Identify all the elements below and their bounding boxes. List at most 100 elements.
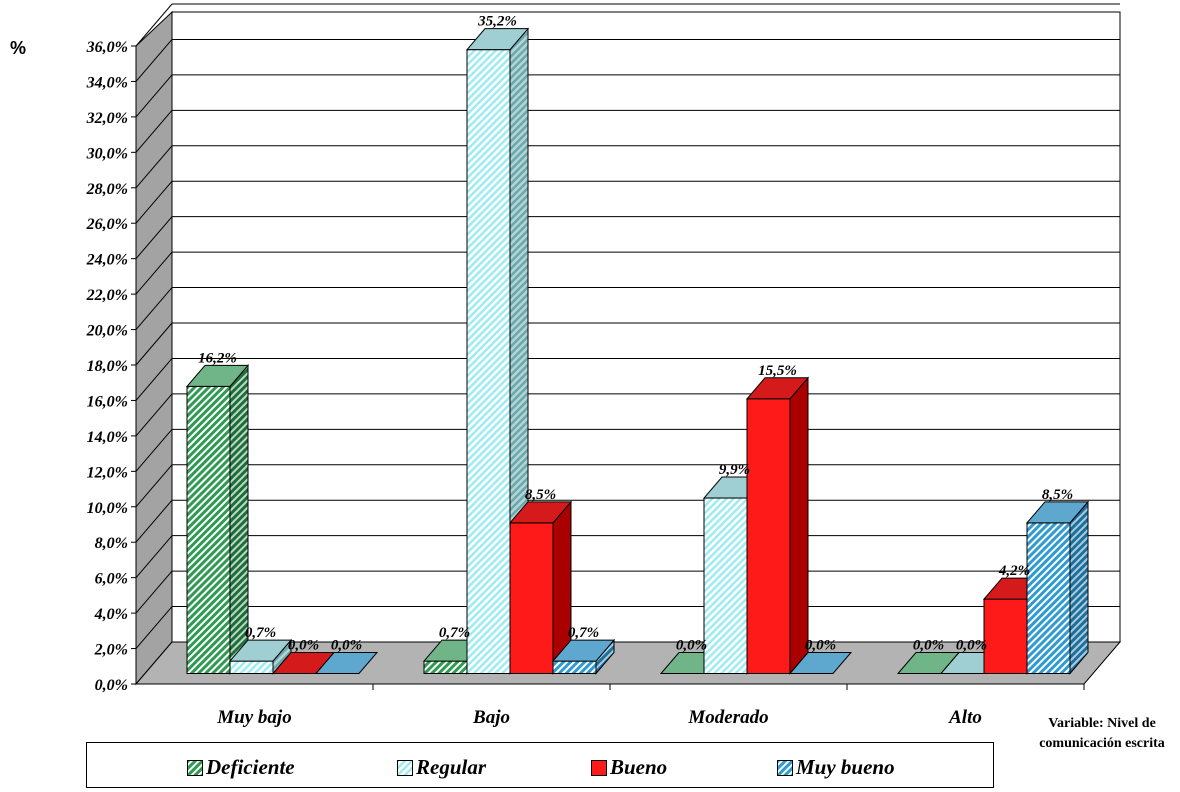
legend-swatch-bueno [591, 759, 607, 776]
data-label-regular: 9,9% [719, 462, 750, 478]
y-tick-label: 6,0% [95, 571, 128, 588]
side-gridline [135, 39, 173, 82]
legend-item-muy-bueno: Muy bueno [777, 755, 895, 780]
side-gridline [135, 145, 173, 189]
x-category-label: Bajo [472, 707, 510, 728]
bar-front [229, 660, 274, 674]
bar-muy-bueno [551, 638, 616, 675]
side-gridline [135, 499, 173, 543]
y-tick-label: 18,0% [87, 358, 128, 375]
side-gridline [135, 535, 173, 578]
y-tick-label: 12,0% [87, 464, 128, 481]
bar-top [508, 501, 573, 524]
y-axis-ticks: 0,0% 2,0% 4,0% 6,0% 8,0% 10,0% 12,0% 14,0% 16,0%… [86, 39, 1084, 694]
legend-item-bueno: Bueno [591, 755, 667, 780]
side-gridline [135, 74, 173, 118]
legend-swatch-deficiente [187, 759, 203, 776]
x-category-label: Alto [948, 707, 982, 728]
data-label-muy-bueno: 8,5% [1042, 487, 1073, 503]
data-label-muy-bueno: 0,0% [331, 638, 362, 654]
bar-top [185, 364, 250, 387]
bar-top [314, 652, 379, 674]
side-gridline [135, 110, 173, 153]
y-tick-label: 0,0% [95, 677, 128, 694]
data-label-regular: 35,2% [477, 14, 517, 30]
y-tick-label: 26,0% [86, 216, 128, 233]
side-gridline [135, 570, 173, 614]
x-axis-categories: Muy bajo Bajo Moderado Alto [216, 684, 1085, 728]
y-tick-label: 34,0% [86, 74, 128, 91]
side-gridline [135, 216, 173, 259]
data-label-muy-bueno: 0,0% [805, 638, 836, 654]
side-gridline [135, 393, 173, 437]
bar-front [509, 522, 554, 674]
y-axis-title: % [10, 38, 27, 58]
bar-front [983, 598, 1028, 674]
data-label-regular: 0,7% [245, 625, 276, 641]
bar-front [466, 49, 511, 674]
side-wall [135, 10, 173, 686]
side-gridline [135, 358, 173, 401]
side-gridline [135, 180, 173, 224]
y-tick-label: 32,0% [86, 110, 128, 127]
x-category-label: Muy bajo [216, 707, 291, 728]
y-tick-label: 4,0% [94, 606, 128, 623]
gridlines [135, 3, 1120, 649]
side-gridline [135, 322, 173, 366]
bar-regular [228, 638, 293, 675]
side-gridline [135, 3, 173, 47]
x-axis-title-line1: Variable: Nivel de [1048, 716, 1156, 731]
y-tick-label: 24,0% [86, 252, 128, 269]
data-label-deficiente: 0,7% [439, 625, 470, 641]
legend-label-deficiente: Deficiente [206, 755, 295, 779]
y-tick-label: 28,0% [86, 181, 128, 198]
y-tick-label: 30,0% [86, 145, 128, 162]
bar-muy-bueno [788, 652, 853, 674]
bar-top [465, 28, 530, 51]
data-label-bueno: 4,2% [998, 563, 1030, 579]
y-tick-label: 10,0% [87, 500, 128, 517]
bar-deficiente [185, 364, 250, 675]
data-label-muy-bueno: 0,7% [568, 625, 599, 641]
legend-swatch-muy-bueno [777, 759, 793, 776]
bar-top [551, 639, 616, 662]
bar-bueno [508, 500, 573, 675]
legend-label-muy-bueno: Muy bueno [796, 755, 895, 779]
legend-item-regular: Regular [397, 755, 486, 780]
bar-top [1025, 501, 1090, 524]
legend-label-bueno: Bueno [610, 755, 668, 779]
side-gridline [135, 464, 173, 508]
y-tick-label: 2,0% [94, 642, 128, 659]
bar-top [745, 377, 810, 400]
y-tick-label: 14,0% [87, 429, 128, 446]
legend-swatch-regular [397, 759, 413, 776]
side-gridline [135, 287, 173, 330]
data-label-deficiente: 0,0% [676, 638, 707, 654]
x-axis-title-line2: comunicación escrita [1039, 736, 1165, 751]
x-axis-title: Variable: Nivel de comunicación escrita [1022, 714, 1180, 754]
bar-muy-bueno [1025, 500, 1090, 675]
data-label-deficiente: 16,2% [198, 350, 237, 366]
data-label-bueno: 8,5% [525, 487, 556, 503]
data-label-deficiente: 0,0% [913, 638, 944, 654]
back-wall [171, 11, 1121, 643]
legend-label-regular: Regular [416, 755, 487, 779]
y-tick-label: 8,0% [95, 535, 128, 552]
side-gridline [135, 606, 173, 649]
data-labels: 16,2% 0,7% 0,0% 0,0% 0,7% 35,2% 8,5% 0,7% 0,0% 9,… [198, 14, 1073, 654]
bar-muy-bueno [314, 652, 379, 674]
legend: Deficiente Regular Bueno Muy bueno [86, 742, 994, 788]
y-tick-label: 36,0% [86, 39, 128, 56]
y-tick-label: 16,0% [87, 393, 128, 410]
bar-front [552, 660, 597, 674]
bar-front [1026, 522, 1071, 674]
data-label-bueno: 0,0% [288, 638, 319, 654]
data-label-regular: 0,0% [956, 638, 987, 654]
bar-front [703, 497, 748, 674]
x-category-label: Moderado [687, 707, 768, 728]
bar-side [789, 376, 809, 675]
y-tick-label: 20,0% [86, 323, 128, 340]
bar-front [423, 660, 468, 674]
side-gridline [135, 429, 173, 472]
